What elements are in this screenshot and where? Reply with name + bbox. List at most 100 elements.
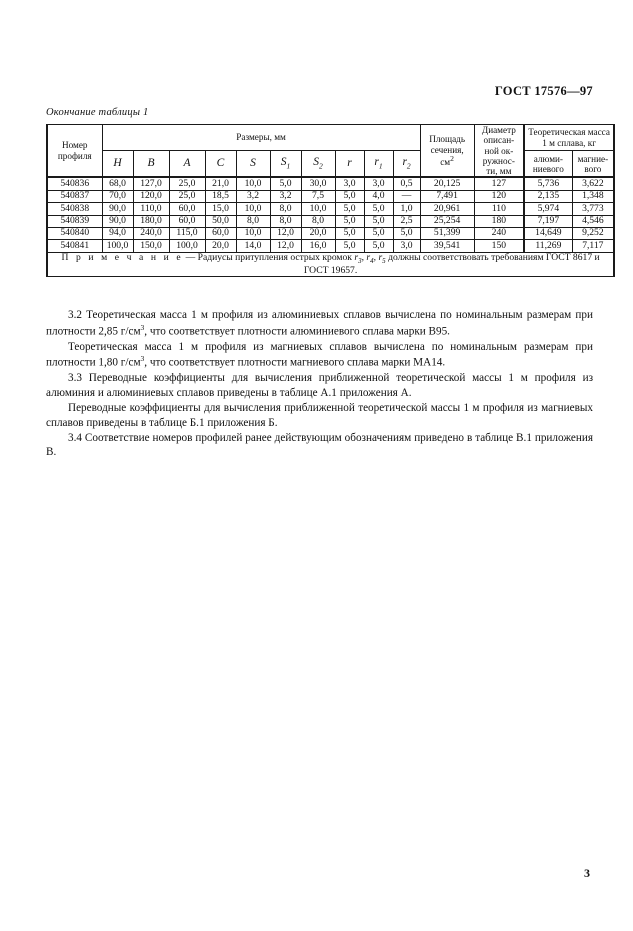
th-dim-S1: S1 bbox=[269, 150, 302, 179]
cell-S1: 3,2 bbox=[269, 189, 302, 204]
paragraph-3-2-superscript: 3 bbox=[140, 322, 145, 332]
cell-S2: 7,5 bbox=[300, 189, 336, 204]
cell-r1: 5,0 bbox=[363, 214, 394, 229]
cell-magnesium: 9,252 bbox=[571, 227, 616, 241]
running-head-standard-number: ГОСТ 17576—97 bbox=[494, 84, 593, 98]
cell-r1: 5,0 bbox=[363, 239, 394, 253]
th-dim-r1-base: r bbox=[374, 156, 379, 169]
note-text-b: должны соответствовать требованиям ГОСТ … bbox=[303, 251, 600, 276]
cell-r2: — bbox=[392, 189, 421, 204]
table-note-row: П р и м е ч а н и е — Радиусы притуплени… bbox=[45, 251, 616, 278]
th-area-line2: сечения, bbox=[430, 144, 464, 155]
th-profile-number: Номер профиля bbox=[46, 124, 103, 178]
th-mass-group-line2: 1 м сплава, кг bbox=[542, 137, 596, 148]
th-circumscribed-diameter: Диаметр описан- ной ок- ружнос- ти, мм bbox=[473, 124, 525, 178]
cell-A: 60,0 bbox=[168, 214, 206, 229]
th-dim-S2: S2 bbox=[300, 150, 336, 179]
th-circ-line4: ружнос- bbox=[482, 155, 515, 166]
page-number: 3 bbox=[584, 866, 590, 880]
th-dim-r2: r2 bbox=[392, 150, 421, 179]
profiles-table: Номер профиля Размеры, мм Площадь сечени… bbox=[45, 123, 616, 278]
body-text-block: 3.2 Теоретическая масса 1 м профиля из а… bbox=[46, 308, 593, 460]
cell-H: 90,0 bbox=[101, 214, 134, 229]
th-area-line1: Площадь bbox=[429, 134, 466, 145]
cell-C: 15,0 bbox=[204, 202, 237, 216]
cell-B: 180,0 bbox=[132, 214, 170, 229]
cell-S: 14,0 bbox=[235, 239, 271, 253]
table-head: Номер профиля Размеры, мм Площадь сечени… bbox=[46, 123, 616, 179]
cell-H: 68,0 bbox=[101, 176, 134, 191]
cell-diameter: 127 bbox=[473, 176, 525, 191]
note-text-a: Радиусы притупления острых кромок bbox=[197, 251, 355, 263]
th-dim-S-label: S bbox=[250, 157, 256, 170]
cell-r: 5,0 bbox=[334, 202, 365, 216]
th-dim-S1-sub: 1 bbox=[286, 161, 291, 171]
th-magnesium-line2: вого bbox=[584, 163, 602, 174]
cell-A: 25,0 bbox=[168, 189, 206, 204]
cell-area: 39,541 bbox=[419, 239, 475, 253]
cell-area: 51,399 bbox=[419, 227, 475, 241]
th-dim-B: B bbox=[132, 150, 170, 179]
cell-S2: 20,0 bbox=[300, 227, 336, 241]
cell-profile: 540841 bbox=[46, 239, 103, 253]
th-circ-line5: ти, мм bbox=[486, 166, 512, 177]
th-dim-C-label: C bbox=[216, 157, 225, 170]
th-circ-line2: описан- bbox=[483, 135, 515, 146]
cell-S: 10,0 bbox=[235, 227, 271, 241]
th-theoretical-mass-group: Теоретическая масса 1 м сплава, кг bbox=[523, 123, 616, 152]
note-r3-sub: 3 bbox=[358, 256, 362, 265]
note-r3-base: r bbox=[354, 251, 359, 263]
table-row: 540841 100,0 150,0 100,0 20,0 14,0 12,0 … bbox=[46, 239, 616, 253]
table-row: 540840 94,0 240,0 115,0 60,0 10,0 12,0 2… bbox=[46, 227, 616, 241]
cell-S1: 12,0 bbox=[269, 227, 302, 241]
cell-aluminium: 14,649 bbox=[523, 227, 573, 241]
note-label: П р и м е ч а н и е bbox=[61, 251, 184, 263]
cell-C: 60,0 bbox=[204, 227, 237, 241]
cell-H: 100,0 bbox=[101, 239, 134, 253]
cell-profile: 540837 bbox=[46, 189, 103, 204]
note-sep-1: , bbox=[361, 251, 367, 263]
note-r5-sub: 5 bbox=[382, 256, 386, 265]
cell-S2: 30,0 bbox=[300, 176, 336, 191]
paragraph-3-2b-text-b: , что соответствует плотности магниевого… bbox=[144, 357, 446, 370]
note-r5-base: r bbox=[378, 251, 383, 263]
cell-S1: 12,0 bbox=[269, 239, 302, 253]
table-row: 540839 90,0 180,0 60,0 50,0 8,0 8,0 8,0 … bbox=[46, 214, 616, 229]
cell-area: 25,254 bbox=[419, 214, 475, 229]
cell-magnesium: 4,546 bbox=[571, 214, 616, 229]
th-mass-magnesium: магние- вого bbox=[571, 150, 616, 179]
th-dim-r2-sub: 2 bbox=[406, 161, 411, 171]
th-dim-C: C bbox=[204, 150, 237, 179]
th-dim-A: A bbox=[168, 150, 206, 179]
th-dim-S2-sub: 2 bbox=[319, 161, 323, 171]
cell-B: 110,0 bbox=[132, 202, 170, 216]
cell-r1: 5,0 bbox=[363, 227, 394, 241]
cell-magnesium: 1,348 bbox=[571, 189, 616, 204]
paragraph-3-2b-text-a: Теоретическая масса 1 м профиля из магни… bbox=[46, 340, 593, 370]
cell-S: 10,0 bbox=[235, 176, 271, 191]
cell-aluminium: 7,197 bbox=[523, 214, 573, 229]
cell-profile: 540838 bbox=[46, 202, 103, 216]
cell-S: 3,2 bbox=[235, 189, 271, 204]
paragraph-3-2: 3.2 Теоретическая масса 1 м профиля из а… bbox=[46, 308, 593, 340]
table-note: П р и м е ч а н и е — Радиусы притуплени… bbox=[45, 251, 616, 278]
paragraph-3-2-text-a: 3.2 Теоретическая масса 1 м профиля из а… bbox=[46, 309, 593, 338]
th-dim-H: H bbox=[101, 150, 134, 179]
cell-aluminium: 5,974 bbox=[523, 202, 573, 216]
cell-A: 25,0 bbox=[168, 176, 206, 191]
th-dimensions-group-label: Размеры, мм bbox=[236, 132, 286, 143]
cell-diameter: 240 bbox=[473, 227, 525, 241]
cell-S1: 8,0 bbox=[269, 214, 302, 229]
cell-r1: 4,0 bbox=[363, 189, 394, 204]
cell-aluminium: 11,269 bbox=[523, 239, 573, 253]
paragraph-3-4: 3.4 Соответствие номеров профилей ранее … bbox=[46, 431, 593, 459]
cell-r: 3,0 bbox=[334, 176, 365, 191]
cell-B: 150,0 bbox=[132, 239, 170, 253]
note-r4-base: r bbox=[366, 251, 371, 263]
cell-S2: 8,0 bbox=[300, 214, 336, 229]
cell-r1: 5,0 bbox=[363, 202, 394, 216]
cell-aluminium: 5,736 bbox=[523, 176, 573, 191]
th-dim-A-label: A bbox=[183, 157, 191, 170]
cell-S1: 5,0 bbox=[269, 176, 302, 191]
cell-magnesium: 7,117 bbox=[571, 239, 616, 253]
